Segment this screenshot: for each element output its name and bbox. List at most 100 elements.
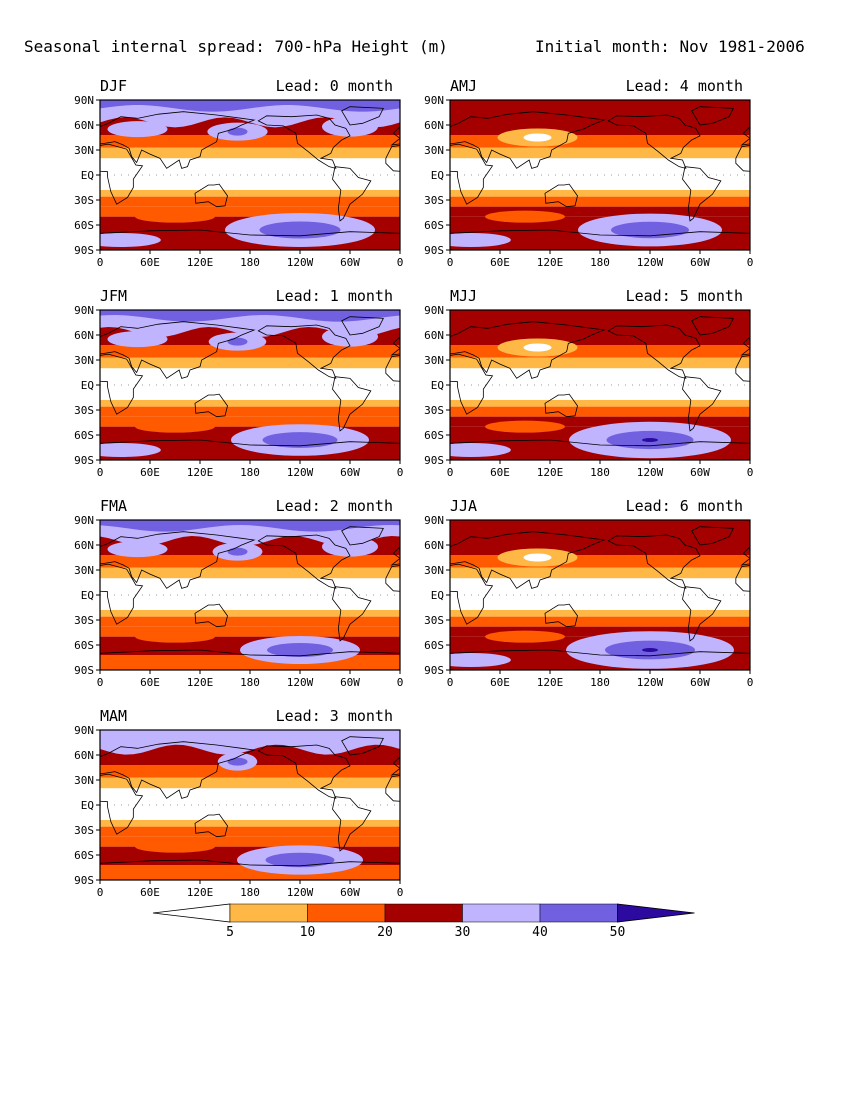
lon-tick-label: 180 [240, 676, 260, 689]
lon-tick-label: 120E [537, 466, 564, 479]
lon-tick-label: 0 [97, 676, 104, 689]
lat-tick-label: 30N [424, 144, 444, 157]
lon-tick-label: 0 [97, 466, 104, 479]
lat-tick-label: EQ [81, 379, 94, 392]
panel-season-label: FMA [100, 497, 127, 515]
spread-band [100, 567, 400, 579]
lat-tick-label: 90S [74, 454, 94, 467]
lon-tick-label: 0 [397, 676, 404, 689]
lat-tick-label: 90S [74, 664, 94, 677]
spread-blob [100, 233, 161, 247]
lon-tick-label: 60W [690, 676, 710, 689]
lat-tick-label: 60N [424, 119, 444, 132]
colorbar-swatch [384, 903, 463, 923]
spread-band [100, 406, 400, 417]
coastline [450, 321, 606, 379]
lat-tick-label: 90S [74, 874, 94, 887]
panel-lead-label: Lead: 4 month [626, 77, 743, 95]
colorbar-level-label: 30 [455, 925, 471, 940]
spread-band [100, 626, 400, 637]
colorbar: 5 10 20 30 40 50 [152, 903, 695, 940]
spread-band [450, 100, 750, 110]
coastline [450, 229, 750, 250]
lon-tick-label: 60E [140, 466, 160, 479]
colorbar-level-label: 20 [377, 925, 393, 940]
spread-blob [485, 210, 565, 223]
colorbar-swatch [229, 903, 308, 923]
spread-band [100, 368, 400, 400]
lat-tick-label: 30N [74, 354, 94, 367]
spread-band [450, 345, 750, 358]
coastline [194, 813, 228, 838]
spread-blob [227, 127, 248, 136]
coastline [607, 534, 701, 589]
lon-tick-label: 120E [187, 676, 214, 689]
colorbar-low-triangle [152, 903, 231, 923]
spread-blob [265, 852, 335, 868]
lat-tick-label: 60S [74, 429, 94, 442]
panel-lead-label: Lead: 6 month [626, 497, 743, 515]
spread-blob [642, 648, 658, 652]
lon-tick-label: 60W [340, 886, 360, 899]
spread-band [450, 368, 750, 400]
lat-tick-label: 60S [424, 429, 444, 442]
lon-tick-label: 0 [447, 676, 454, 689]
spread-band [450, 530, 750, 545]
lat-tick-label: 30S [74, 824, 94, 837]
lon-tick-label: 120W [637, 676, 664, 689]
lon-tick-label: 120E [537, 676, 564, 689]
lon-tick-label: 0 [397, 256, 404, 269]
spread-blob [100, 443, 161, 457]
spread-blob [227, 757, 248, 766]
spread-band [100, 158, 400, 190]
lat-tick-label: 90N [424, 94, 444, 107]
coastline [691, 526, 734, 546]
lat-tick-label: 60N [424, 539, 444, 552]
spread-band [450, 158, 750, 190]
spread-field [100, 730, 400, 880]
lon-tick-label: 120E [187, 886, 214, 899]
spread-blob [322, 326, 378, 347]
lon-tick-label: 60W [340, 256, 360, 269]
lon-tick-label: 60E [140, 886, 160, 899]
spread-field [100, 520, 400, 670]
spread-band [450, 616, 750, 627]
spread-band [100, 196, 400, 207]
coastline [682, 376, 722, 432]
lat-tick-label: 60S [74, 849, 94, 862]
spread-band [100, 826, 400, 837]
spread-blob [450, 443, 511, 457]
lat-tick-label: 60N [74, 329, 94, 342]
lat-tick-label: 30N [424, 354, 444, 367]
coastline [450, 649, 750, 670]
coastline [450, 111, 606, 169]
lon-tick-label: 120E [187, 466, 214, 479]
coastline [544, 393, 578, 418]
lon-tick-label: 0 [447, 256, 454, 269]
spread-blob [485, 630, 565, 643]
coastline [100, 741, 256, 799]
spread-band [450, 110, 750, 125]
spread-blob [135, 420, 215, 433]
lat-tick-label: 30N [424, 564, 444, 577]
lat-tick-label: EQ [431, 589, 444, 602]
lat-tick-label: 30S [74, 614, 94, 627]
figure-title-left: Seasonal internal spread: 700-hPa Height… [24, 37, 448, 56]
coastline [257, 114, 351, 169]
spread-band [450, 626, 750, 637]
lat-tick-label: EQ [81, 589, 94, 602]
coastline [682, 586, 722, 642]
lat-tick-label: 90S [424, 244, 444, 257]
panel-lead-label: Lead: 3 month [276, 707, 393, 725]
spread-band [100, 400, 400, 407]
spread-band [450, 520, 750, 530]
lon-tick-label: 60W [690, 466, 710, 479]
spread-blob [642, 438, 658, 442]
lon-tick-label: 60E [490, 466, 510, 479]
coastline [341, 526, 384, 546]
lat-tick-label: EQ [81, 799, 94, 812]
spread-band [100, 147, 400, 159]
panel-season-label: DJF [100, 77, 127, 95]
